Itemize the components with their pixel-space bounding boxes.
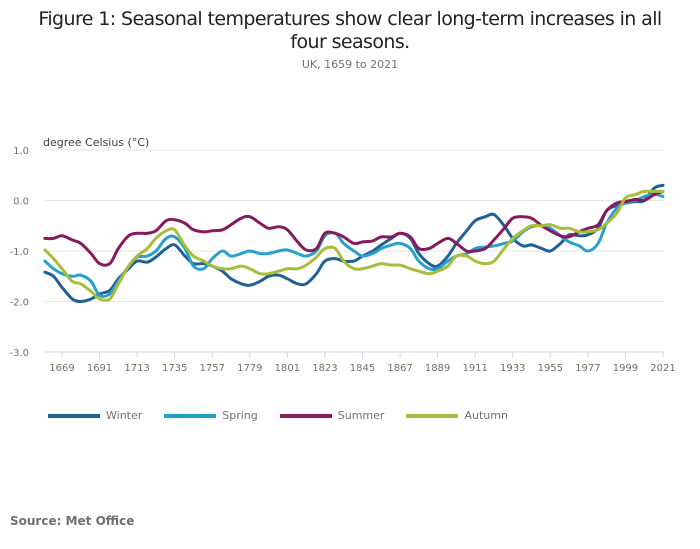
x-tick-label: 1801 [275,363,300,374]
x-tick-label: 2021 [650,363,675,374]
legend-swatch [279,413,332,418]
y-tick-label: -1.0 [9,247,29,258]
legend-label: Spring [222,409,258,422]
legend-item-winter[interactable]: Winter [48,409,142,422]
x-tick-label: 1911 [462,363,487,374]
y-tick-label: 1.0 [13,146,29,157]
y-tick-label: -3.0 [9,348,29,359]
legend-label: Winter [106,409,143,422]
legend-label: Summer [337,409,385,422]
x-tick-label: 1669 [49,363,74,374]
chart-subtitle: UK, 1659 to 2021 [301,58,399,71]
x-tick-label: 1735 [162,363,187,374]
series-lines [43,183,665,303]
x-tick-label: 1977 [575,363,600,374]
x-tick-label: 1845 [350,363,375,374]
x-tick-label: 1999 [613,363,638,374]
legend-item-summer[interactable]: Summer [279,409,385,422]
source-note: Source: Met Office [10,514,135,528]
legend-swatch [406,413,459,418]
legend-swatch [48,413,100,418]
x-tick-label: 1933 [500,363,525,374]
series-line-spring[interactable] [43,192,665,298]
series-line-autumn[interactable] [43,189,665,302]
legend-label: Autumn [464,409,508,422]
y-tick-label: -2.0 [9,298,29,309]
x-tick-label: 1955 [538,363,563,374]
y-axis-label: degree Celsius (°C) [43,136,150,149]
x-tick-label: 1691 [87,363,112,374]
x-tick-label: 1823 [312,363,337,374]
x-tick-label: 1867 [387,363,412,374]
legend-swatch [164,413,217,418]
chart-title: Figure 1: Seasonal temperatures show cle… [38,8,662,53]
legend-item-spring[interactable]: Spring [164,409,258,422]
x-tick-label: 1889 [425,363,450,374]
x-tick-label: 1757 [200,363,225,374]
y-tick-label: 0.0 [13,197,29,208]
x-axis: 1669 1691 1713 1735 1757 1779 1801 1823 1845 1867… [49,352,676,374]
x-tick-label: 1713 [124,363,149,374]
x-tick-label: 1779 [237,363,262,374]
legend-item-autumn[interactable]: Autumn [406,409,508,422]
y-axis-ticks: 1.0 0.0 -1.0 -2.0 -3.0 [9,146,29,359]
series-line-winter[interactable] [43,183,665,303]
line-chart: 1.00.0-1.0-2.0-3.0 1669 1691 1713 1735 1757 1… [9,146,676,374]
legend: Winter Spring Summer Autumn [48,409,530,422]
series-line-summer[interactable] [43,189,665,267]
